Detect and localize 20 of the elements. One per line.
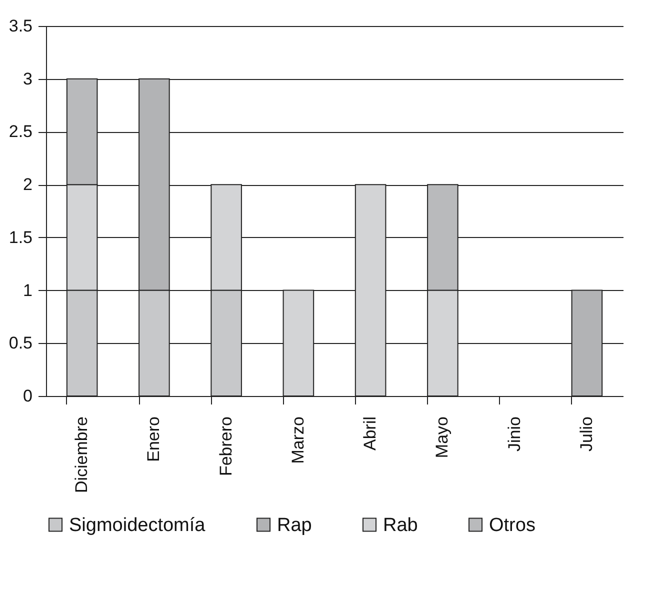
x-tick-label: Febrero [216,416,236,476]
y-tick-label: 0 [23,386,32,406]
x-tick-label: Mayo [432,416,452,458]
x-tick-label: Jinio [504,416,524,452]
legend-label: Rap [277,514,312,536]
y-tick-label: 2 [23,175,32,194]
y-tick-label: 1.5 [8,228,32,247]
y-tick-label: 3 [23,69,32,88]
legend-label: Rab [383,514,418,536]
y-tick-label: 1 [23,280,32,300]
x-tick-label: Julio [576,416,596,452]
legend-label: Sigmoidectomía [69,514,206,536]
x-tick-label: Diciembre [72,416,92,494]
x-tick-label: Abril [360,416,380,451]
x-tick-label: Enero [144,416,164,462]
y-tick-label: 2.5 [8,122,32,142]
y-tick-label: 0.5 [8,334,32,353]
y-tick-label: 3.5 [8,16,32,36]
x-tick-label: Marzo [288,416,308,464]
legend-label: Otros [489,514,536,536]
